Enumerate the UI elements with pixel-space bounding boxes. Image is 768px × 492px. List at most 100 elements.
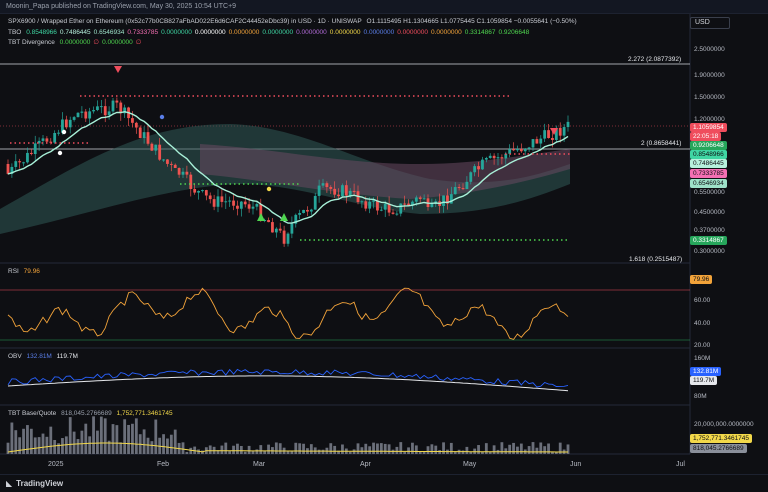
volume-bar — [154, 419, 158, 454]
candle-body — [45, 138, 49, 142]
tbo-value: 0.0000000 — [194, 29, 226, 36]
candle-body — [169, 163, 173, 165]
candle-body — [512, 149, 515, 151]
signal-dot — [61, 129, 67, 135]
volume-bar — [131, 423, 134, 454]
chart-canvas[interactable] — [0, 14, 768, 474]
volume-bar — [181, 442, 185, 454]
candle-body — [154, 144, 158, 151]
candle-body — [558, 127, 562, 136]
candle-body — [523, 148, 527, 152]
candle-body — [290, 223, 294, 234]
ohlc-values: O1.1115495 H1.1304665 L1.0775445 C1.1059… — [366, 18, 577, 25]
volume-bar — [411, 442, 414, 454]
candle-body — [228, 200, 232, 202]
obv-label: OBV — [8, 353, 22, 360]
volume-bar — [434, 445, 438, 454]
brand-name: TradingView — [16, 479, 64, 488]
tbo-value: 0.7333785 — [127, 29, 159, 36]
candle-body — [352, 190, 356, 192]
volume-bar — [465, 446, 469, 454]
volume-bar — [356, 443, 360, 454]
footer-brand: ◣ TradingView — [0, 474, 768, 492]
tbt-divergence-value: ∅ — [135, 39, 142, 46]
tbt-divergence-legend: TBT Divergence 0.0000000 ∅ 0.0000000 ∅ — [8, 38, 144, 47]
candle-body — [212, 199, 216, 207]
volume-bar — [68, 417, 72, 454]
obv-badge-2: 119.7M — [690, 376, 718, 385]
volume-bar — [185, 451, 189, 454]
candle-body — [414, 197, 418, 202]
candle-body — [547, 130, 550, 138]
volume-bar — [111, 424, 115, 454]
volume-bar — [500, 442, 504, 454]
rsi-label: RSI — [8, 268, 19, 275]
candle-body — [92, 110, 95, 112]
candle-body — [376, 200, 379, 211]
tbo-value: 0.0000000 — [296, 29, 327, 36]
candle-body — [430, 203, 434, 208]
volume-bar — [57, 443, 60, 454]
volume-bar — [539, 442, 543, 454]
candle-body — [68, 119, 72, 128]
volume-bar — [290, 450, 294, 454]
volume-bar — [208, 445, 212, 454]
candle-body — [10, 166, 14, 174]
candle-body — [236, 205, 239, 209]
candle-body — [37, 140, 41, 144]
tbt-badge-2: 818,045.2766689 — [690, 444, 747, 453]
publisher-bar: Moonin_Papa published on TradingView.com… — [0, 0, 768, 14]
volume-bar — [263, 450, 267, 454]
volume-bar — [22, 428, 25, 454]
volume-bar — [220, 445, 224, 454]
volume-bar — [333, 445, 337, 454]
volume-bar — [115, 425, 119, 454]
candle-body — [64, 119, 68, 128]
candle-body — [317, 185, 321, 196]
candle-body — [453, 187, 457, 195]
volume-bar — [37, 437, 41, 454]
rsi-legend: RSI 79.96 — [8, 267, 43, 276]
chart-area[interactable]: SPX6900 / Wrapped Ether on Ethereum (0x5… — [0, 14, 768, 474]
candle-body — [216, 196, 220, 207]
volume-bar — [119, 442, 123, 454]
volume-bar — [352, 449, 356, 454]
volume-bar — [162, 434, 165, 454]
candle-body — [399, 203, 403, 214]
volume-bar — [53, 440, 57, 454]
volume-bar — [453, 451, 457, 454]
candle-body — [158, 144, 162, 160]
volume-bar — [488, 451, 492, 454]
obv-value-1: 132.81M — [26, 353, 52, 360]
volume-bar — [360, 447, 364, 454]
level-badge: 0.7333785 — [690, 169, 727, 178]
volume-bar — [278, 443, 282, 454]
volume-bar — [189, 447, 193, 454]
candle-body — [142, 132, 146, 139]
candle-body — [84, 111, 88, 119]
candle-body — [372, 200, 375, 202]
volume-bar — [243, 451, 247, 454]
volume-bar — [123, 419, 127, 454]
candle-body — [286, 233, 290, 244]
candle-body — [531, 139, 535, 148]
volume-bar — [484, 443, 488, 454]
volume-bar — [29, 428, 33, 454]
price-tick: 0.5500000 — [694, 189, 725, 196]
candle-body — [496, 157, 500, 159]
candle-body — [80, 111, 84, 113]
signal-dot — [266, 186, 272, 192]
candle-body — [535, 139, 539, 144]
tbt-divergence-value: 0.0000000 — [59, 39, 91, 46]
volume-bar — [286, 451, 290, 454]
rsi-badge: 79.96 — [690, 275, 713, 284]
tbo-value: 0.8548966 — [26, 29, 57, 36]
candle-body — [181, 171, 185, 175]
volume-bar — [298, 443, 302, 454]
candle-body — [325, 183, 329, 188]
candle-body — [543, 130, 547, 139]
candle-body — [123, 107, 127, 114]
currency-button[interactable]: USD — [690, 17, 730, 29]
buy-signal-marker — [257, 213, 265, 221]
volume-bar — [387, 444, 391, 454]
